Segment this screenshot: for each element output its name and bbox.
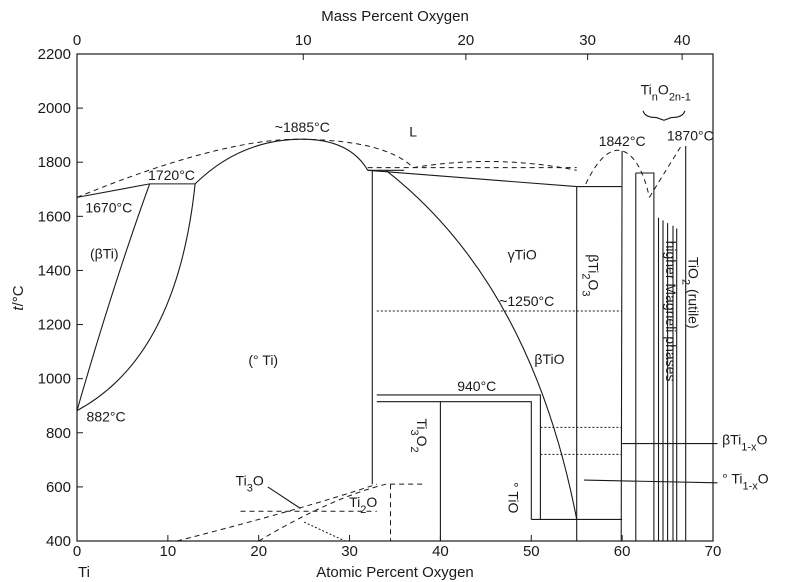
x-tick-label: 10 [160,543,177,560]
leader-alpha-ti1-xo [583,479,718,484]
y-tick-label: 800 [46,425,71,442]
y-tick-label: 1000 [38,371,71,388]
annotation-1670: 1670°C [85,199,132,215]
ti2o-dashed-boundary [258,483,423,542]
ti3o2-line [376,401,441,541]
phase-label-alpha-tio: ° TiO [506,482,522,513]
x-tick-label: 70 [705,543,722,560]
top-tick-label: 30 [579,32,596,49]
x-tick-label: 50 [523,543,540,560]
rutile-liquidus-dashed [648,145,682,198]
top-axis-title: Mass Percent Oxygen [321,8,469,25]
x-axis-title: Atomic Percent Oxygen [316,564,474,581]
ti3o-dashed-curve [176,483,377,542]
tick-layer: 0 10 20 30 40 50 60 704006008001000120014001600… [38,32,722,560]
y-tick-label: 600 [46,479,71,496]
gamma-tio-boundary [385,169,578,520]
x-tick-label: 30 [341,543,358,560]
phase-boundaries [76,110,718,542]
phase-label-magneli: higher Magneli phases [663,241,679,382]
ti2o-dotted-line [303,521,346,542]
y-tick-label: 1200 [38,317,71,334]
y-tick-label: 1600 [38,208,71,225]
phase-labels: L (βTi) (° Ti) γTiO βTiO Ti3O2 Ti2O ° TiO βTi2O3… [85,82,768,517]
annotation-1842: 1842°C [599,133,646,149]
ti2o3-liquidus-dashed [585,149,650,198]
phase-label-ti2o: Ti2O [349,494,377,516]
annotation-beta-ti1-xo: βTi1-xO [722,431,767,453]
annotation-1870: 1870°C [667,128,714,144]
y-tick-label: 1800 [38,154,71,171]
phase-label-gamma-tio: γTiO [508,247,537,263]
x-tick-label: 40 [432,543,449,560]
phase-label-rutile: TiO2 (rutile) [679,257,701,329]
y-tick-label: 400 [46,533,71,550]
x-axis-left-label: Ti [78,564,90,581]
annotation-alpha-ti1-xo: ° Ti1-xO [722,471,769,493]
annotation-1720: 1720°C [148,167,195,183]
x-tick-label: 0 [73,543,81,560]
ti2o3-right-boundary [620,150,623,542]
annotation-ti3o: Ti3O [236,473,264,495]
liquidus-dashed-left [76,138,414,198]
ti3o2-940-line [376,394,541,520]
top-tick-label: 20 [458,32,475,49]
gamma-tio-solidus [367,169,577,188]
magneli-box [635,172,655,542]
phase-label-alpha-ti: (° Ti) [248,352,278,368]
phase-label-liquid: L [409,124,417,140]
y-tick-label: 2200 [38,46,71,63]
x-tick-label: 20 [250,543,267,560]
y-axis-title: t/°C [10,285,27,310]
alpha-ti-solidus-dome [194,138,369,185]
tio-alpha-block [440,401,532,520]
y-tick-label: 2000 [38,100,71,117]
plot-frame [76,53,714,542]
top-tick-label: 40 [674,32,691,49]
phase-label-beta-tio: βTiO [534,351,564,367]
alpha-transus [76,183,196,412]
phase-label-beta-ti: (βTi) [90,245,119,261]
annotation-1885: ~1885°C [275,119,330,135]
annotation-940: 940°C [457,378,496,394]
leader-ti3o [267,486,301,509]
annotation-882: 882°C [87,408,126,424]
top-tick-label: 0 [73,32,81,49]
y-tick-label: 1400 [38,262,71,279]
x-tick-label: 60 [614,543,631,560]
phase-label-ti3o2: Ti3O2 [408,418,430,452]
phase-label-beta-ti2o3: βTi2O3 [580,254,602,296]
beta-transus [76,183,151,411]
magneli-brace [642,110,686,121]
liquidus-dashed-mid [413,160,577,171]
annotation-tin-o2n-1: TinO2n-1 [641,82,691,104]
annotation-1250: ~1250°C [499,293,554,309]
top-tick-label: 10 [295,32,312,49]
